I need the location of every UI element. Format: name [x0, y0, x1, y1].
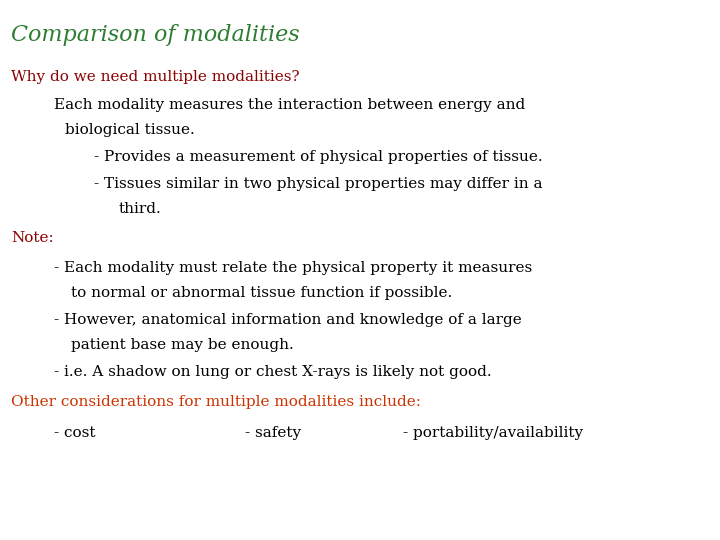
- Text: - Tissues similar in two physical properties may differ in a: - Tissues similar in two physical proper…: [94, 177, 542, 191]
- Text: third.: third.: [119, 202, 161, 216]
- Text: to normal or abnormal tissue function if possible.: to normal or abnormal tissue function if…: [71, 286, 452, 300]
- Text: - However, anatomical information and knowledge of a large: - However, anatomical information and kn…: [54, 313, 522, 327]
- Text: - safety: - safety: [245, 426, 301, 440]
- Text: patient base may be enough.: patient base may be enough.: [71, 338, 293, 352]
- Text: biological tissue.: biological tissue.: [65, 123, 194, 137]
- Text: - portability/availability: - portability/availability: [403, 426, 583, 440]
- Text: Note:: Note:: [11, 231, 53, 245]
- Text: - Provides a measurement of physical properties of tissue.: - Provides a measurement of physical pro…: [94, 150, 542, 164]
- Text: - Each modality must relate the physical property it measures: - Each modality must relate the physical…: [54, 261, 532, 275]
- Text: Each modality measures the interaction between energy and: Each modality measures the interaction b…: [54, 98, 526, 112]
- Text: Why do we need multiple modalities?: Why do we need multiple modalities?: [11, 70, 300, 84]
- Text: - cost: - cost: [54, 426, 96, 440]
- Text: Other considerations for multiple modalities include:: Other considerations for multiple modali…: [11, 395, 420, 409]
- Text: - i.e. A shadow on lung or chest X-rays is likely not good.: - i.e. A shadow on lung or chest X-rays …: [54, 365, 492, 379]
- Text: Comparison of modalities: Comparison of modalities: [11, 24, 300, 46]
